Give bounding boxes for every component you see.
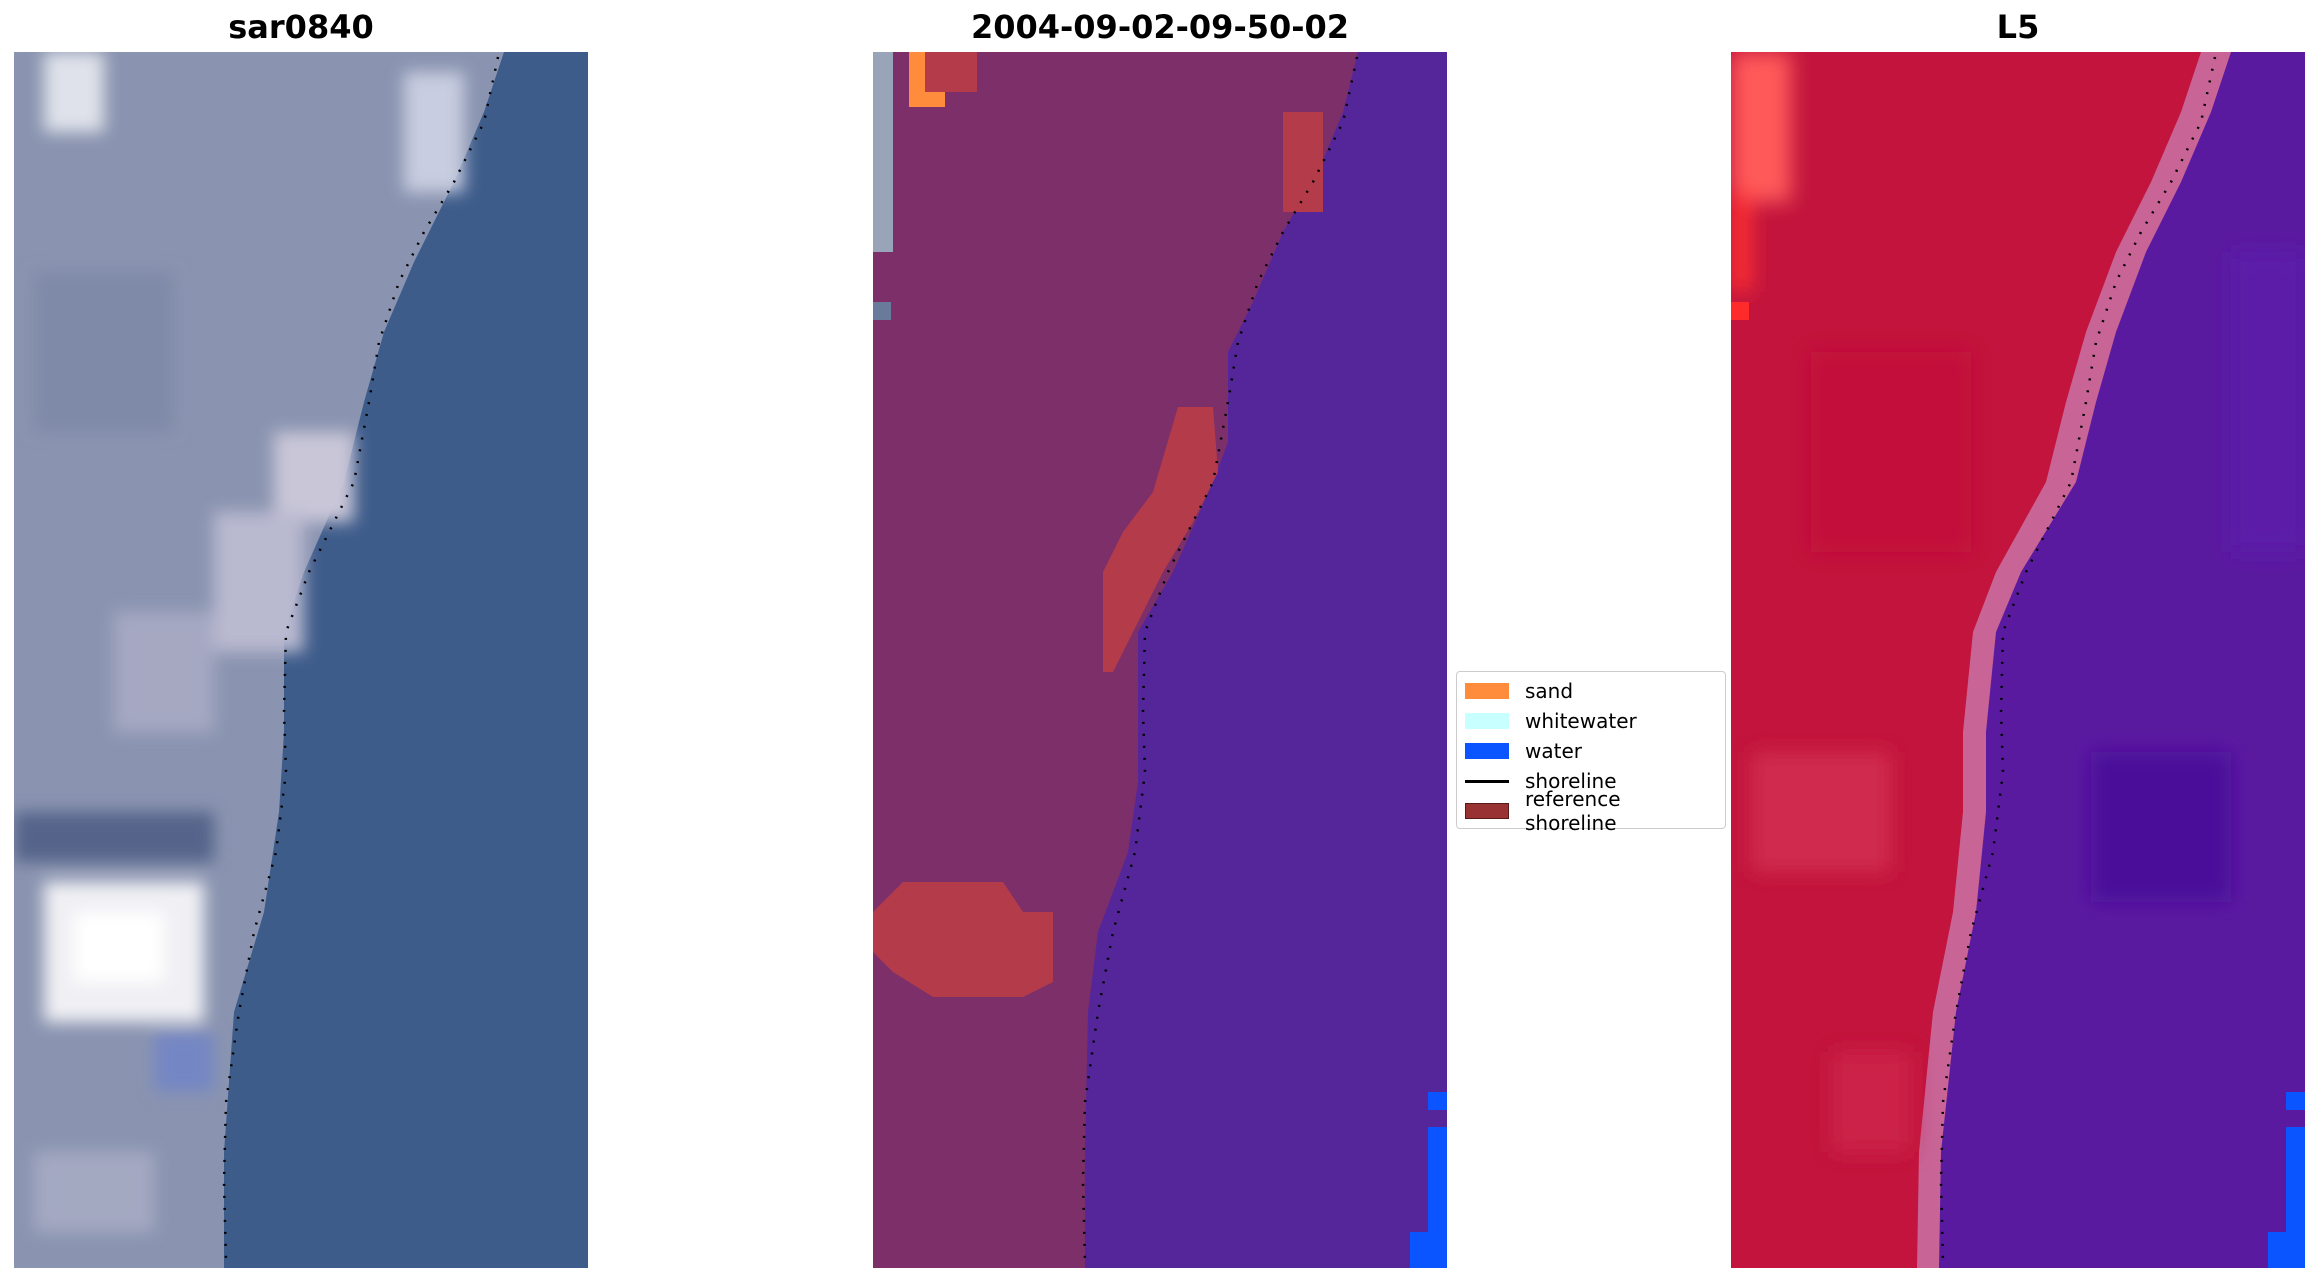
index-image xyxy=(1731,52,2305,1268)
legend: sand whitewater water shoreline referenc… xyxy=(1456,671,1726,835)
water-blue-pixels xyxy=(2286,1092,2305,1110)
grey-pixel xyxy=(873,302,891,320)
legend-item-reference-shoreline: reference shoreline xyxy=(1465,787,1717,835)
legend-swatch-reference-shoreline xyxy=(1465,803,1509,819)
classified-image-svg xyxy=(873,52,1447,1268)
legend-swatch-shoreline xyxy=(1465,779,1509,783)
classified-image xyxy=(873,52,1447,1268)
legend-label-shoreline: shoreline xyxy=(1525,769,1617,793)
water-blue-pixels xyxy=(1428,1092,1447,1110)
legend-swatch-sand xyxy=(1465,683,1509,699)
legend-swatch-water xyxy=(1465,743,1509,759)
legend-label-water: water xyxy=(1525,739,1582,763)
panel-title-classified: 2004-09-02-09-50-02 xyxy=(970,8,1350,46)
rgb-image xyxy=(14,52,588,1268)
legend-label-reference-shoreline: reference shoreline xyxy=(1525,787,1621,835)
rgb-image-svg xyxy=(14,52,588,1268)
legend-item-whitewater: whitewater xyxy=(1465,706,1717,736)
legend-label-whitewater: whitewater xyxy=(1525,709,1637,733)
panel-title-index: L5 xyxy=(1996,8,2040,46)
reference-shoreline-area xyxy=(1283,112,1323,212)
bright-pixel xyxy=(1731,302,1749,320)
legend-swatch-whitewater xyxy=(1465,713,1509,729)
legend-item-water: water xyxy=(1465,736,1717,766)
index-image-svg xyxy=(1731,52,2305,1268)
legend-item-sand: sand xyxy=(1465,676,1717,706)
grey-strip xyxy=(873,52,893,252)
reference-shoreline-area xyxy=(873,882,1053,997)
land-texture xyxy=(14,52,464,1232)
panel-title-rgb: sar0840 xyxy=(228,8,374,46)
index-texture xyxy=(1731,52,2305,1152)
legend-item-shoreline: shoreline xyxy=(1465,766,1717,796)
reference-shoreline-area xyxy=(1103,407,1218,672)
legend-label-sand: sand xyxy=(1525,679,1574,703)
